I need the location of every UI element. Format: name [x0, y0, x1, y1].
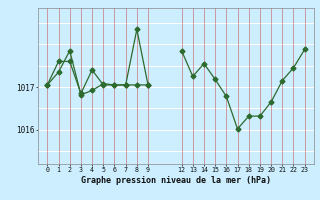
X-axis label: Graphe pression niveau de la mer (hPa): Graphe pression niveau de la mer (hPa): [81, 176, 271, 185]
